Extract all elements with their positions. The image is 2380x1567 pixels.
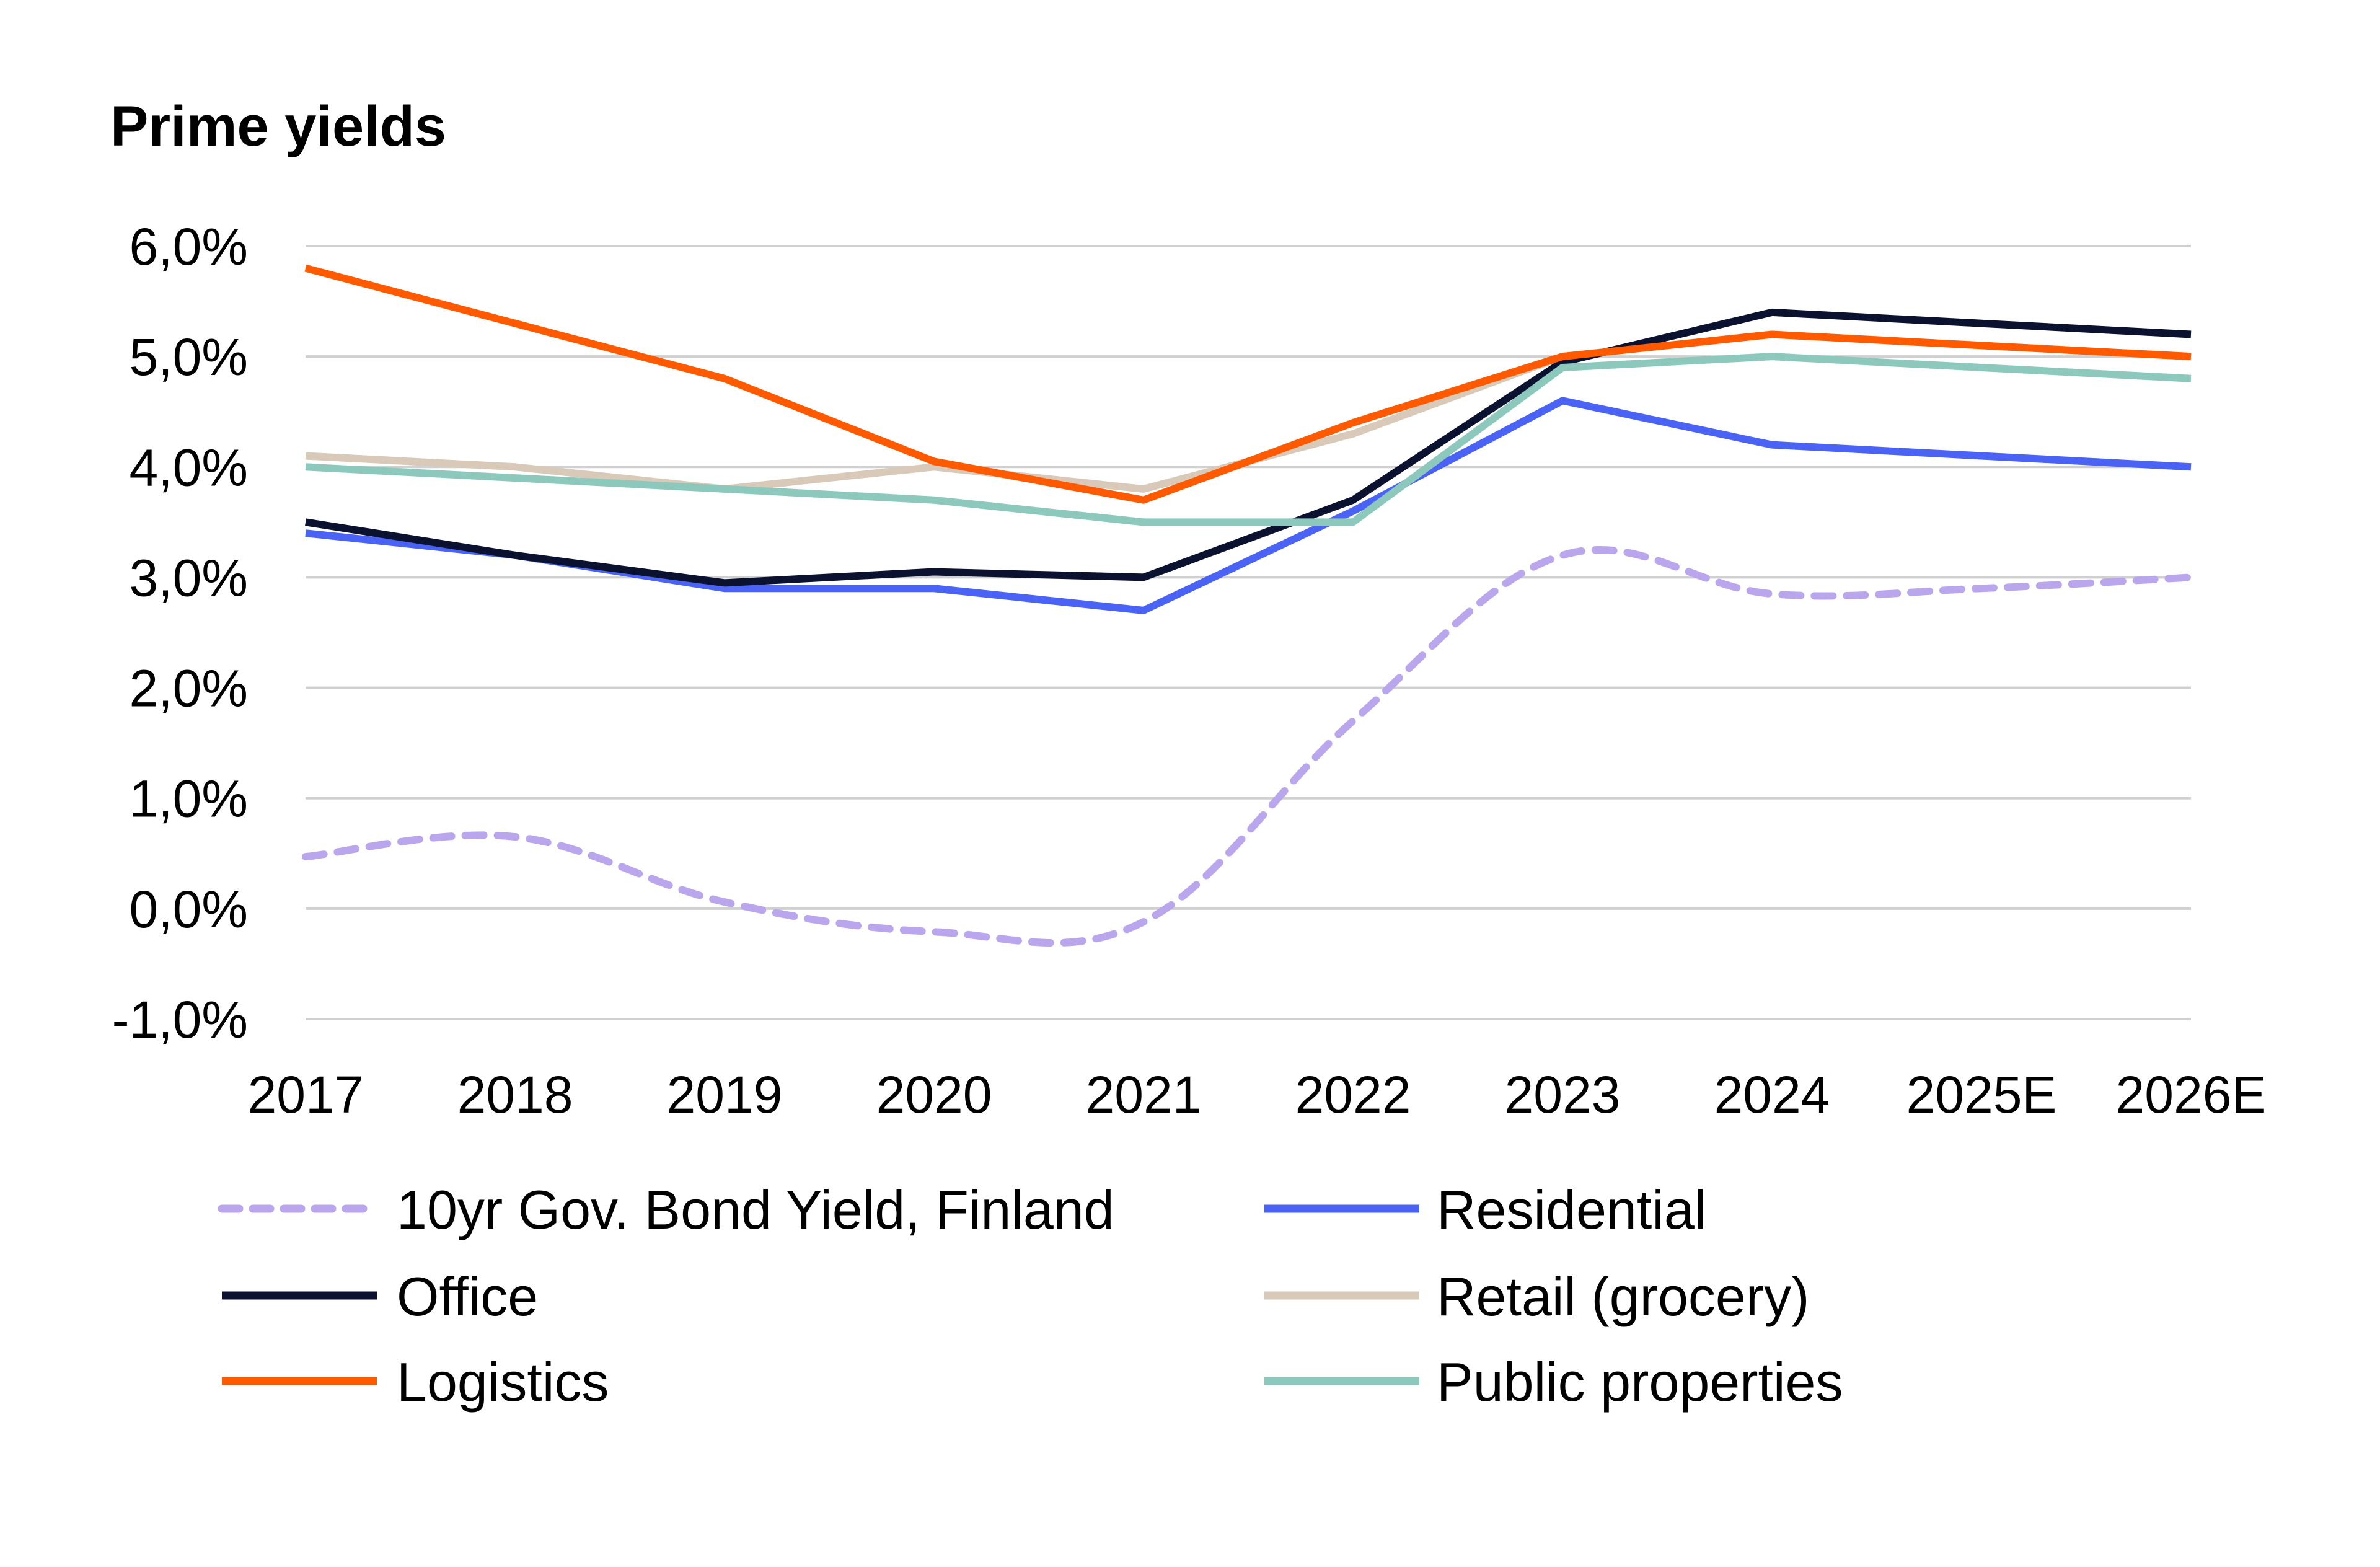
x-axis-tick-labels: 2017 2018 2019 2020 2021 2022 2023 2024 2025E 202…	[248, 1066, 2267, 1124]
y-tick-label: -1,0%	[112, 991, 248, 1049]
y-tick-label: 3,0%	[130, 549, 248, 607]
x-tick-label: 2022	[1295, 1066, 1411, 1124]
legend-item-10yr-gov-bond-yield-finland: 10yr Gov. Bond Yield, Finland	[218, 1179, 1114, 1240]
x-tick-label: 2026E	[2116, 1066, 2267, 1124]
series-line-residential	[305, 397, 2192, 614]
y-tick-label: 2,0%	[130, 660, 248, 718]
x-tick-label: 2020	[876, 1066, 992, 1124]
legend-label: Office	[397, 1266, 538, 1327]
chart-title: Prime yields	[110, 95, 446, 158]
y-axis-tick-labels: 6,0% 5,0% 4,0% 3,0% 2,0% 1,0% 0,0% -1,0%	[112, 218, 248, 1049]
y-tick-label: 6,0%	[130, 218, 248, 276]
y-tick-label: 5,0%	[130, 328, 248, 386]
legend: 10yr Gov. Bond Yield, Finland Residential…	[218, 1179, 1843, 1413]
series-lines	[302, 264, 2195, 947]
series-line-public-properties	[305, 353, 2192, 526]
legend-item-logistics: Logistics	[222, 1351, 609, 1413]
x-tick-label: 2023	[1505, 1066, 1621, 1124]
series-line-office	[305, 308, 2192, 587]
legend-item-public-properties: Public properties	[1264, 1351, 1843, 1413]
y-tick-label: 4,0%	[130, 438, 248, 497]
series-line-logistics	[304, 264, 2192, 504]
x-tick-label: 2019	[667, 1066, 783, 1124]
legend-item-retail-grocery: Retail (grocery)	[1264, 1266, 1809, 1327]
x-tick-label: 2017	[248, 1066, 364, 1124]
y-tick-label: 1,0%	[130, 770, 248, 828]
legend-label: Residential	[1437, 1179, 1706, 1240]
series-line-10yr-gov-bond-yield-finland	[302, 546, 2195, 947]
gridlines	[306, 245, 2191, 1020]
legend-label: Logistics	[397, 1351, 609, 1413]
x-tick-label: 2021	[1086, 1066, 1202, 1124]
legend-label: Retail (grocery)	[1437, 1266, 1809, 1327]
x-tick-label: 2025E	[1906, 1066, 2057, 1124]
y-tick-label: 0,0%	[130, 880, 248, 938]
legend-item-residential: Residential	[1264, 1179, 1706, 1240]
legend-item-office: Office	[222, 1266, 538, 1327]
x-tick-label: 2024	[1714, 1066, 1830, 1124]
legend-label: Public properties	[1437, 1351, 1843, 1413]
x-tick-label: 2018	[457, 1066, 573, 1124]
legend-label: 10yr Gov. Bond Yield, Finland	[397, 1179, 1114, 1240]
